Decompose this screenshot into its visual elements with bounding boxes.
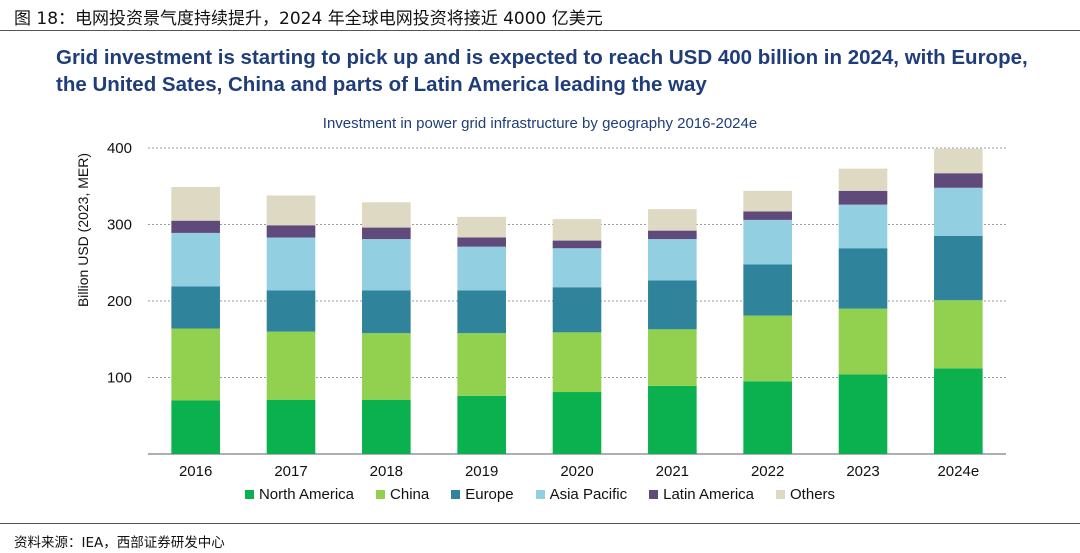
legend-swatch bbox=[649, 490, 659, 499]
y-tick-label: 300 bbox=[107, 217, 132, 234]
x-tick-label: 2016 bbox=[179, 463, 212, 480]
legend-item: China bbox=[376, 486, 429, 503]
legend-item: Others bbox=[776, 486, 835, 503]
bar-segment-asia-pacific-2020 bbox=[552, 248, 602, 288]
legend-item: Europe bbox=[451, 486, 514, 503]
y-tick-label: 100 bbox=[107, 370, 132, 387]
legend-swatch bbox=[535, 490, 545, 499]
legend-label: Europe bbox=[465, 486, 514, 503]
bottom-divider bbox=[0, 523, 1080, 524]
bar-segment-europe-2016 bbox=[171, 286, 220, 329]
headline: Grid investment is starting to pick up a… bbox=[56, 46, 1028, 96]
figure-caption: 图 18：电网投资景气度持续提升，2024 年全球电网投资将接近 4000 亿美… bbox=[14, 9, 603, 29]
bar-segment-china-2017 bbox=[266, 331, 316, 400]
bar-segment-china-2016 bbox=[171, 328, 220, 401]
bar-segment-others-2023 bbox=[838, 168, 888, 191]
bar-segment-others-2020 bbox=[552, 219, 602, 241]
x-tick-label: 2017 bbox=[274, 463, 307, 480]
legend-label: China bbox=[390, 486, 430, 503]
y-tick-label: 200 bbox=[107, 293, 132, 310]
bar-segment-latin-america-2021 bbox=[648, 230, 697, 240]
bar-segment-north-america-2022 bbox=[743, 381, 792, 454]
bar-segment-asia-pacific-2023 bbox=[838, 204, 888, 249]
bar-segment-latin-america-2022 bbox=[743, 211, 792, 220]
bar-segment-europe-2017 bbox=[266, 290, 316, 332]
bar-segment-north-america-2017 bbox=[266, 399, 316, 454]
legend: North America China Europe Asia Pacific Lati… bbox=[0, 486, 1080, 503]
bar-segment-asia-pacific-2024e bbox=[934, 187, 983, 236]
y-axis-label: Billion USD (2023, MER) bbox=[75, 153, 91, 307]
bar-segment-latin-america-2018 bbox=[362, 227, 411, 240]
x-tick-label: 2020 bbox=[560, 463, 593, 480]
bar-segment-latin-america-2023 bbox=[838, 190, 888, 205]
source-note: 资料来源：IEA，西部证券研发中心 bbox=[14, 535, 225, 551]
y-tick-label: 400 bbox=[107, 140, 132, 157]
bar-segment-europe-2023 bbox=[838, 248, 888, 309]
legend-label: Asia Pacific bbox=[549, 486, 628, 503]
bar-segment-asia-pacific-2016 bbox=[171, 232, 220, 287]
bar-segment-latin-america-2024e bbox=[934, 173, 983, 188]
bar-segment-china-2020 bbox=[552, 332, 602, 393]
bars bbox=[171, 148, 983, 454]
legend-label: Others bbox=[790, 486, 836, 503]
bar-segment-others-2018 bbox=[362, 202, 411, 228]
legend-item: Latin America bbox=[649, 486, 754, 503]
bar-segment-asia-pacific-2018 bbox=[362, 239, 411, 291]
bar-segment-europe-2021 bbox=[648, 280, 697, 330]
x-tick-label: 2023 bbox=[846, 463, 879, 480]
x-tick-label: 2019 bbox=[465, 463, 498, 480]
bar-segment-china-2023 bbox=[838, 308, 888, 375]
bar-segment-north-america-2023 bbox=[838, 374, 888, 454]
bar-segment-asia-pacific-2021 bbox=[648, 239, 697, 281]
top-divider bbox=[0, 30, 1080, 31]
bar-segment-others-2016 bbox=[171, 187, 220, 221]
bar-segment-china-2021 bbox=[648, 329, 697, 386]
x-tick-label: 2021 bbox=[656, 463, 689, 480]
bar-segment-others-2022 bbox=[743, 190, 792, 212]
legend-swatch bbox=[776, 490, 786, 499]
bar-segment-others-2021 bbox=[648, 209, 697, 231]
bar-segment-asia-pacific-2017 bbox=[266, 237, 316, 291]
x-tick-label: 2018 bbox=[370, 463, 403, 480]
bar-segment-north-america-2020 bbox=[552, 392, 602, 454]
bar-segment-europe-2019 bbox=[457, 290, 506, 334]
bar-segment-north-america-2021 bbox=[648, 385, 697, 454]
legend-item: North America bbox=[244, 486, 355, 503]
bar-segment-china-2019 bbox=[457, 333, 506, 396]
bar-segment-asia-pacific-2022 bbox=[743, 219, 792, 265]
bar-segment-china-2024e bbox=[934, 300, 983, 369]
legend-swatch bbox=[244, 490, 254, 499]
legend-swatch bbox=[451, 490, 461, 499]
chart-title: Investment in power grid infrastructure … bbox=[322, 115, 758, 132]
bar-segment-north-america-2019 bbox=[457, 395, 506, 454]
bar-segment-others-2024e bbox=[934, 148, 983, 174]
bar-segment-north-america-2016 bbox=[171, 400, 220, 454]
legend-swatch bbox=[376, 490, 386, 499]
bar-segment-north-america-2018 bbox=[362, 399, 411, 454]
bar-segment-europe-2022 bbox=[743, 264, 792, 316]
legend-label: Latin America bbox=[663, 486, 755, 503]
x-tick-label: 2024e bbox=[937, 463, 979, 480]
legend-label: North America bbox=[258, 486, 355, 503]
bar-segment-north-america-2024e bbox=[934, 368, 983, 454]
bar-segment-others-2017 bbox=[266, 195, 316, 226]
bar-segment-others-2019 bbox=[457, 216, 506, 238]
bar-segment-europe-2024e bbox=[934, 235, 983, 301]
bar-segment-asia-pacific-2019 bbox=[457, 246, 506, 291]
axes: 100 200 300 400 2016 2017 2018 2019 2020 2021 2022… bbox=[107, 140, 1006, 480]
bar-segment-latin-america-2019 bbox=[457, 237, 506, 247]
bar-segment-china-2022 bbox=[743, 315, 792, 382]
bar-segment-china-2018 bbox=[362, 333, 411, 400]
bar-segment-latin-america-2020 bbox=[552, 240, 602, 249]
bar-segment-latin-america-2017 bbox=[266, 225, 316, 238]
bar-segment-latin-america-2016 bbox=[171, 220, 220, 233]
bar-segment-europe-2020 bbox=[552, 287, 602, 333]
legend-item: Asia Pacific bbox=[535, 486, 628, 503]
x-tick-label: 2022 bbox=[751, 463, 784, 480]
bar-segment-europe-2018 bbox=[362, 290, 411, 334]
